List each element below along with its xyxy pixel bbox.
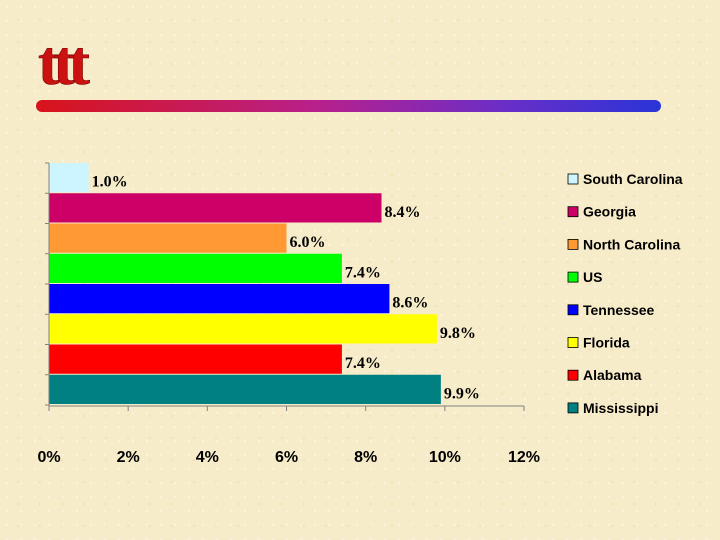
data-label-south-carolina: 1.0% bbox=[92, 174, 128, 191]
x-tick-label: 12% bbox=[508, 449, 540, 466]
legend-label-alabama: Alabama bbox=[583, 367, 642, 383]
x-tick-label: 6% bbox=[275, 449, 298, 466]
legend-swatch-north-carolina bbox=[567, 238, 579, 250]
logo: ttt bbox=[38, 27, 108, 99]
data-label-us: 7.4% bbox=[345, 264, 381, 281]
legend: South Carolina Georgia North Carolina US Ten… bbox=[567, 171, 683, 416]
legend-label-north-carolina: North Carolina bbox=[583, 236, 680, 252]
x-tick-label: 10% bbox=[429, 449, 461, 466]
bar-south-carolina bbox=[49, 163, 89, 193]
legend-swatch-tennessee bbox=[567, 304, 579, 316]
data-label-georgia: 8.4% bbox=[385, 204, 421, 221]
data-label-florida: 9.8% bbox=[440, 325, 476, 342]
legend-label-us: US bbox=[583, 269, 602, 285]
bar-mississippi bbox=[49, 374, 441, 404]
legend-swatch-georgia bbox=[567, 206, 579, 218]
title-gradient-bar bbox=[36, 100, 661, 112]
bar-tennessee bbox=[49, 284, 390, 314]
data-label-alabama: 7.4% bbox=[345, 355, 381, 372]
bar-us bbox=[49, 253, 342, 283]
legend-label-florida: Florida bbox=[583, 335, 630, 351]
triple-t-logo-icon: ttt bbox=[38, 27, 97, 99]
legend-swatch-alabama bbox=[567, 369, 579, 381]
legend-label-georgia: Georgia bbox=[583, 204, 636, 220]
data-labels-group: 1.0% 8.4% 6.0% 7.4% 8.6% 9.8% 7.4% 9.9% bbox=[92, 174, 480, 403]
x-tick-label: 4% bbox=[196, 449, 219, 466]
legend-swatch-mississippi bbox=[567, 402, 579, 414]
legend-label-south-carolina: South Carolina bbox=[583, 171, 683, 187]
legend-label-mississippi: Mississippi bbox=[583, 400, 658, 416]
bar-florida bbox=[49, 314, 437, 344]
bar-north-carolina bbox=[49, 223, 287, 253]
legend-swatch-florida bbox=[567, 337, 579, 348]
x-tick-label: 2% bbox=[117, 449, 140, 466]
x-tick-label: 8% bbox=[354, 449, 377, 466]
legend-label-tennessee: Tennessee bbox=[583, 302, 655, 318]
data-label-tennessee: 8.6% bbox=[392, 295, 428, 312]
bars-group bbox=[49, 163, 441, 404]
x-tick-labels-group: 0% 2% 4% 6% 8% 10% 12% bbox=[37, 449, 540, 466]
x-tick-label: 0% bbox=[37, 449, 60, 466]
bar-alabama bbox=[49, 344, 342, 374]
legend-swatch-south-carolina bbox=[567, 173, 579, 185]
legend-swatch-us bbox=[567, 271, 579, 283]
data-label-mississippi: 9.9% bbox=[444, 385, 480, 402]
bar-georgia bbox=[49, 193, 382, 223]
data-label-north-carolina: 6.0% bbox=[290, 234, 326, 251]
axes-group bbox=[45, 162, 525, 411]
